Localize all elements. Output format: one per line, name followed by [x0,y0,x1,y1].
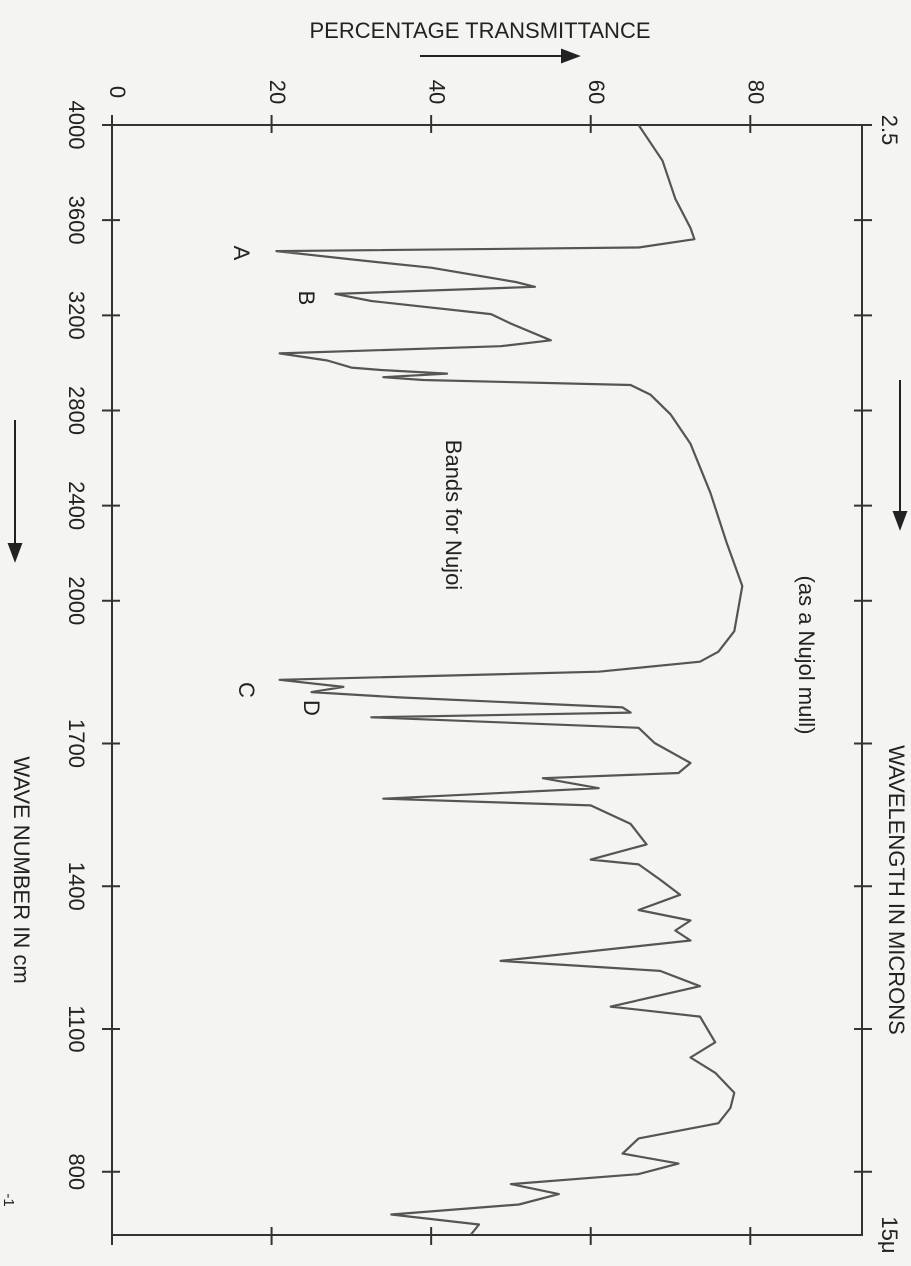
peak-label: C [234,682,259,698]
x-axis-title: WAVE NUMBER IN cm [9,756,34,983]
x-tick-label: 2400 [64,481,89,530]
peak-label: A [229,246,254,261]
peak-label: B [294,291,319,306]
x-axis-exponent: -1 [0,1193,17,1206]
y-tick-label: 60 [584,80,609,104]
y-tick-label: 40 [424,80,449,104]
spectrum-line [275,124,744,1236]
x2-tick-label: 15μ [877,1216,902,1253]
y-tick-label: 80 [743,80,768,104]
annotation: Bands for Nujoi [441,440,466,590]
plot-frame [111,124,863,1236]
x-tick-label: 4000 [64,101,89,150]
x2-tick-label: 2.5 [877,115,902,146]
x-tick-label: 1700 [64,719,89,768]
x-tick-label: 800 [64,1153,89,1190]
arrow-head [7,543,23,563]
x2-axis-title: WAVELENGTH IN MICRONS [884,745,909,1035]
x-tick-label: 3600 [64,196,89,245]
x-tick-label: 1400 [64,862,89,911]
peak-label: D [299,700,324,716]
arrow-head [561,48,581,64]
y-axis-title: PERCENTAGE TRANSMITTANCE [309,18,650,43]
x-tick-label: 1100 [64,1005,89,1052]
y-tick-label: 0 [105,86,130,98]
y-tick-label: 20 [265,80,290,104]
x-tick-label: 3200 [64,291,89,340]
annotation: (as a Nujol mull) [794,576,819,735]
x-tick-label: 2000 [64,576,89,625]
arrow-head [892,511,908,531]
x-tick-label: 2800 [64,386,89,435]
